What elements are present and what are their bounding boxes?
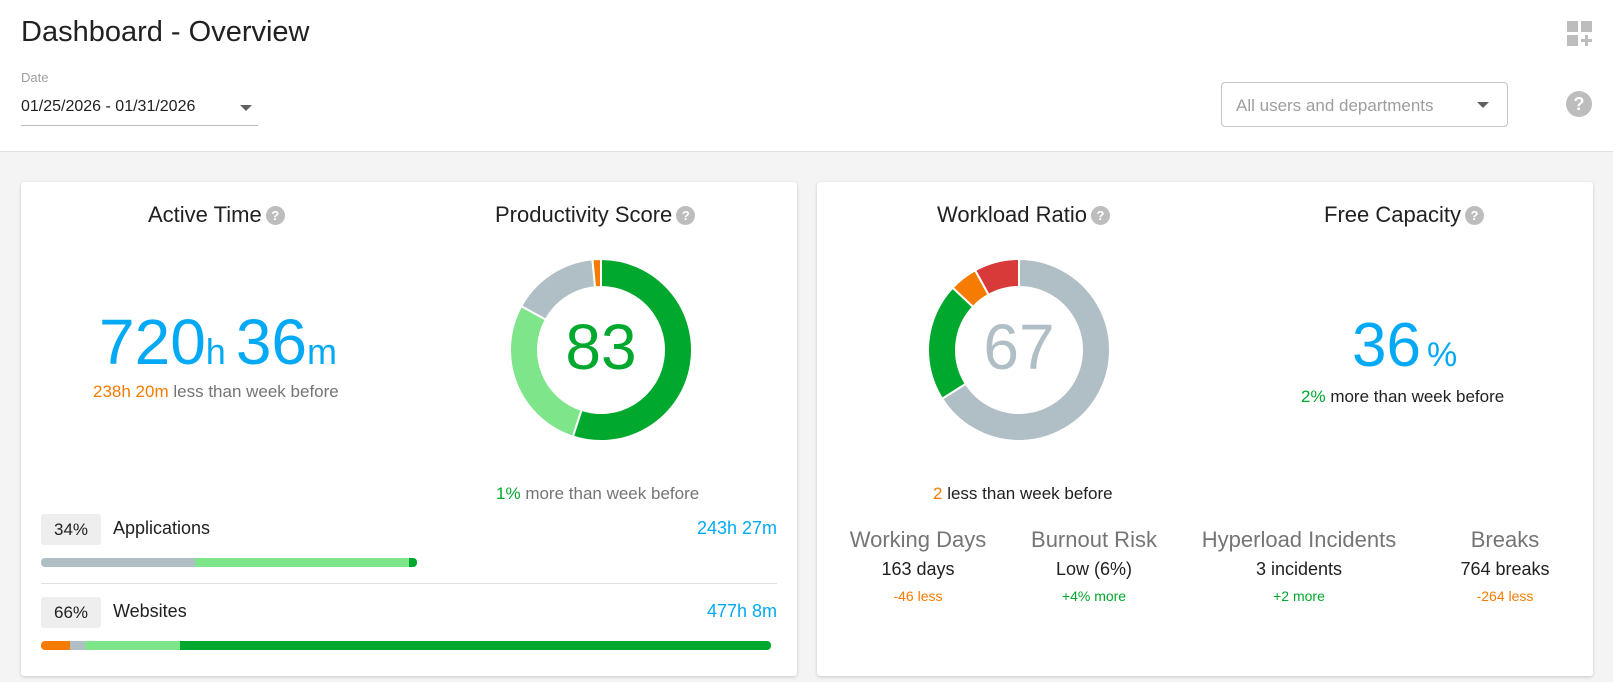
productivity-donut-segment — [591, 257, 602, 289]
stat-title: Burnout Risk — [1031, 527, 1157, 552]
stat-title: Hyperload Incidents — [1201, 527, 1397, 552]
workload-delta: 2 less than week before — [933, 484, 1113, 503]
productivity-score-title: Productivity Score? — [495, 202, 696, 228]
page-header: Dashboard - Overview Date 01/25/2026 - 0… — [0, 0, 1613, 152]
stat-delta: -46 less — [893, 588, 943, 604]
productivity-delta: 1% more than week before — [496, 484, 700, 503]
date-range-value: 01/25/2026 - 01/31/2026 — [21, 98, 196, 115]
date-label: Date — [21, 70, 49, 85]
stat-burnout-risk: Burnout Risk Low (6%) +4% more — [984, 527, 1204, 604]
active-time-value: 720h 36m — [99, 306, 337, 378]
websites-value: 477h 8m — [706, 601, 777, 621]
activity-card: Active Time? 720h 36m 238h 20m less than … — [21, 182, 797, 676]
active-time-title: Active Time? — [148, 202, 285, 228]
users-departments-select[interactable]: All users and departments — [1221, 82, 1508, 127]
stat-delta: +4% more — [1061, 588, 1127, 604]
stat-delta: -264 less — [1476, 588, 1534, 604]
workload-donut-segment — [940, 257, 1111, 442]
stat-value: 163 days — [881, 559, 955, 579]
help-icon[interactable]: ? — [676, 206, 696, 225]
websites-bar — [41, 641, 771, 650]
page-title: Dashboard - Overview — [21, 16, 310, 48]
productivity-donut-segment — [571, 257, 693, 442]
workload-ratio-title: Workload Ratio? — [937, 202, 1110, 228]
active-time-delta: 238h 20m less than week before — [93, 382, 339, 401]
applications-label: Applications — [113, 518, 211, 538]
caret-down-icon — [240, 105, 252, 111]
workload-donut-segment — [973, 257, 1020, 297]
stat-working-days: Working Days 163 days -46 less — [808, 527, 1028, 604]
stat-value: Low (6%) — [1055, 559, 1133, 579]
bar-segment — [195, 558, 410, 567]
free-capacity-delta: 2% more than week before — [1301, 387, 1505, 406]
stat-breaks: Breaks 764 breaks -264 less — [1395, 527, 1613, 604]
free-capacity-title: Free Capacity? — [1324, 202, 1484, 228]
stat-title: Breaks — [1470, 527, 1540, 552]
workload-card: Workload Ratio? 67 2 less than week befo… — [817, 182, 1593, 676]
stat-delta: +2 more — [1273, 588, 1325, 604]
stat-hyperload-incidents: Hyperload Incidents 3 incidents +2 more — [1174, 527, 1424, 604]
help-icon[interactable]: ? — [1566, 91, 1592, 117]
productivity-score-value: 83 — [565, 311, 637, 383]
help-icon[interactable]: ? — [1091, 206, 1110, 225]
bar-segment — [409, 558, 417, 567]
bar-segment — [41, 558, 196, 567]
workload-donut-chart — [927, 257, 1111, 442]
websites-percent-badge: 66% — [41, 597, 101, 628]
applications-bar — [41, 558, 417, 567]
help-icon[interactable]: ? — [1464, 206, 1484, 225]
stat-value: 3 incidents — [1255, 559, 1343, 579]
productivity-donut-chart — [509, 257, 693, 442]
applications-value: 243h 27m — [696, 518, 777, 538]
stat-title: Working Days — [849, 527, 987, 552]
websites-label: Websites — [113, 601, 187, 621]
free-capacity-value: 36% — [1352, 311, 1458, 380]
users-select-placeholder: All users and departments — [1236, 96, 1434, 115]
add-widget-grid-icon[interactable] — [1567, 21, 1592, 46]
bar-segment — [70, 641, 85, 650]
workload-score-value: 67 — [983, 311, 1055, 383]
date-range-picker[interactable]: 01/25/2026 - 01/31/2026 — [21, 95, 258, 126]
help-icon[interactable]: ? — [265, 206, 285, 225]
caret-down-icon — [1477, 102, 1489, 108]
bar-segment — [179, 641, 771, 650]
bar-segment — [84, 641, 180, 650]
divider — [41, 583, 777, 584]
applications-percent-badge: 34% — [41, 514, 101, 545]
bar-segment — [41, 641, 71, 650]
stat-value: 764 breaks — [1460, 559, 1550, 579]
